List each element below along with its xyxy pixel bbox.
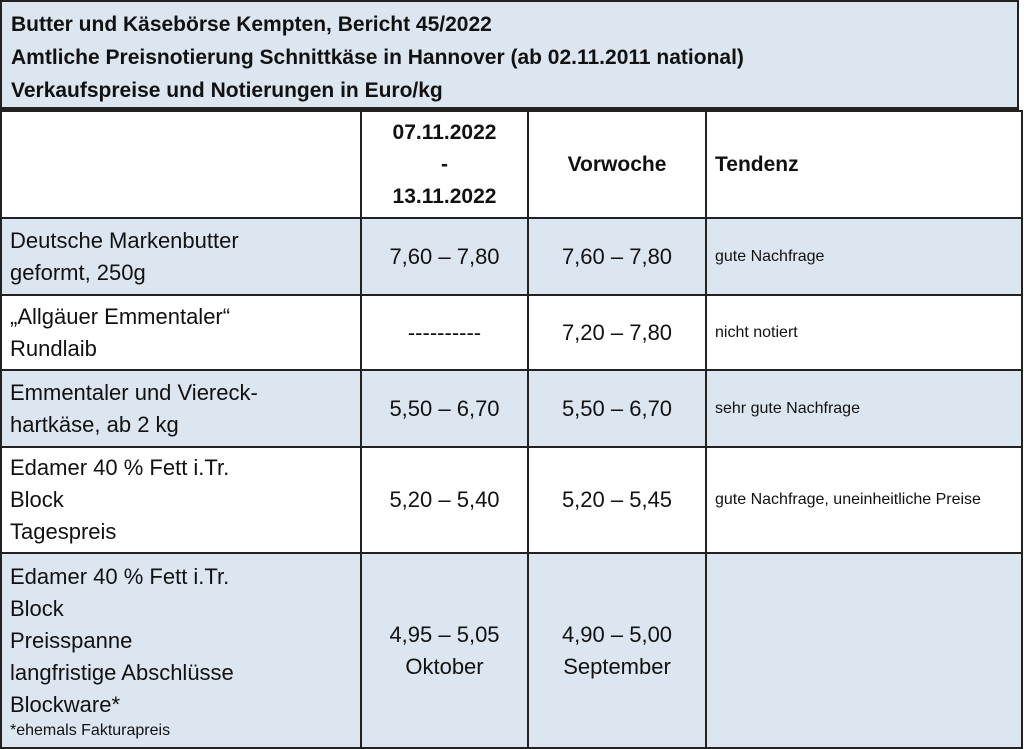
product-line: Tagespreis [10,519,117,544]
current-price: 7,60 – 7,80 [360,217,529,296]
product-cell: Edamer 40 % Fett i.Tr. Block Tagespreis [0,446,362,554]
current-price: 5,50 – 6,70 [360,369,529,448]
current-from: 07.11.2022 [392,120,497,144]
previous-price: 5,50 – 6,70 [527,369,707,448]
trend-cell: gute Nachfrage, uneinheitliche Preise [705,446,1023,554]
current-price: ---------- [360,294,529,371]
footnote: *ehemals Fakturapreis [10,721,171,739]
product-line: Edamer 40 % Fett i.Tr. [10,455,230,480]
price-range: 4,90 – 5,00 [561,621,673,647]
product-line: Blockware* [10,691,121,717]
current-to: 13.11.2022 [392,184,497,208]
price-month: September [563,653,671,679]
product-line: Deutsche Markenbutter [10,227,239,253]
product-cell: Edamer 40 % Fett i.Tr. Block Preisspanne la… [0,552,362,749]
previous-price: 5,20 – 5,45 [527,446,707,554]
price-month: Oktober [405,653,484,679]
table-row: Emmentaler und Viereck-hartkäse, ab 2 kg… [0,369,1023,448]
product-cell: Emmentaler und Viereck-hartkäse, ab 2 kg [0,369,362,448]
product-line: geformt, 250g [10,259,146,285]
table-row: Edamer 40 % Fett i.Tr. Block Tagespreis 5,… [0,446,1023,554]
price-range: 4,95 – 5,05 [389,621,500,647]
current-price: 5,20 – 5,40 [360,446,529,554]
header-product [0,110,362,219]
header-current-week: 07.11.2022 - 13.11.2022 [360,110,529,219]
current-price: 4,95 – 5,05 Oktober [360,552,529,749]
price-table: 07.11.2022 - 13.11.2022 Vorwoche Tendenz D… [0,110,1023,749]
product-cell: „Allgäuer Emmentaler“ Rundlaib [0,294,362,371]
previous-price: 4,90 – 5,00 September [527,552,707,749]
trend-cell: gute Nachfrage [705,217,1023,296]
header-previous-week: Vorwoche [527,110,707,219]
product-line: hartkäse, ab 2 kg [10,411,179,437]
trend-cell: nicht notiert [705,294,1023,371]
product-line: langfristige Abschlüsse [10,659,234,685]
previous-price: 7,60 – 7,80 [527,217,707,296]
table-header-row: 07.11.2022 - 13.11.2022 Vorwoche Tendenz [0,110,1023,219]
previous-price: 7,20 – 7,80 [527,294,707,371]
product-cell: Deutsche Markenbutter geformt, 250g [0,217,362,296]
product-line: Block [10,487,64,512]
report-title: Butter und Käsebörse Kempten, Bericht 45… [11,13,492,36]
report-header: Butter und Käsebörse Kempten, Bericht 45… [0,0,1019,110]
table-row: Deutsche Markenbutter geformt, 250g 7,60 … [0,217,1023,296]
trend-cell: sehr gute Nachfrage [705,369,1023,448]
current-sep: - [441,152,448,176]
header-trend: Tendenz [705,110,1023,219]
product-line: Rundlaib [10,335,97,361]
product-line: Block [10,595,64,621]
table-row: Edamer 40 % Fett i.Tr. Block Preisspanne la… [0,552,1023,749]
report-subtitle: Amtliche Preisnotierung Schnittkäse in H… [11,46,744,69]
product-line: „Allgäuer Emmentaler“ [10,303,231,329]
product-line: Edamer 40 % Fett i.Tr. [10,563,230,589]
report-units: Verkaufspreise und Notierungen in Euro/k… [11,79,443,102]
trend-cell [705,552,1023,749]
product-line: Preisspanne [10,627,133,653]
product-line: Emmentaler und Viereck- [10,379,258,405]
table-row: „Allgäuer Emmentaler“ Rundlaib ----------… [0,294,1023,371]
